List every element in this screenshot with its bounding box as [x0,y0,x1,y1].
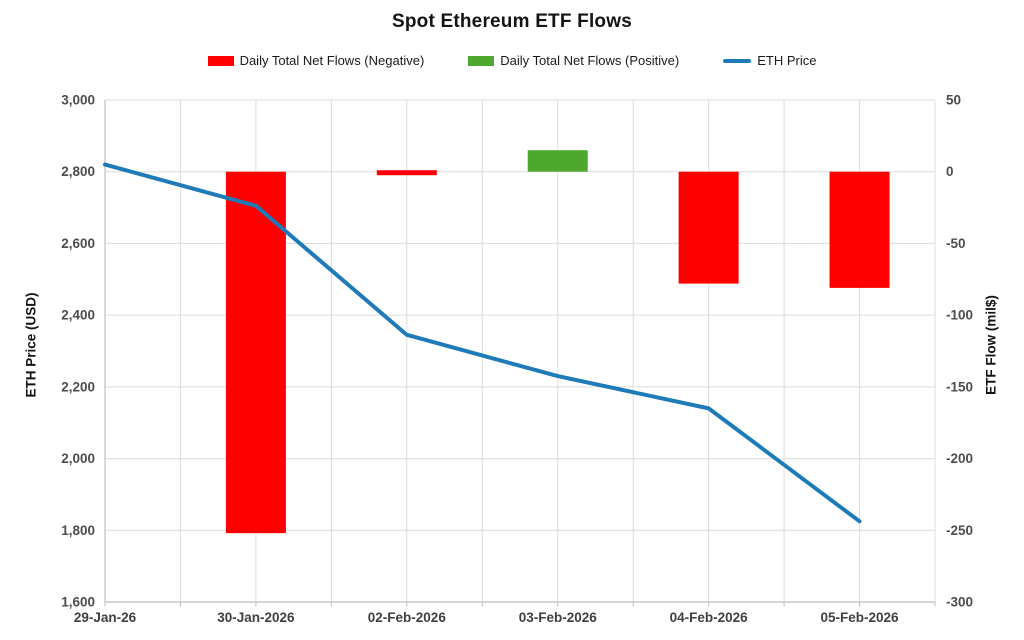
eth-price-line [103,162,862,524]
x-axis-date-label: 04-Feb-2026 [670,610,749,625]
right-axis-tick-label: -200 [946,451,973,466]
chart-title: Spot Ethereum ETF Flows [391,11,632,32]
left-axis-tick-label: 1,600 [61,595,95,610]
bar-03-feb-2026 [527,150,588,172]
x-axis-date-label: 03-Feb-2026 [519,610,598,625]
eth-price-line-swatch-icon [723,58,752,63]
left-axis-tick-label: 2,400 [61,308,95,323]
left-axis-tick-label: 2,800 [61,164,95,179]
left-axis-tick-label: 2,600 [61,236,95,251]
legend-label-positive-flows: Daily Total Net Flows (Positive) [500,53,680,68]
positive-flows-swatch-icon [468,55,495,66]
x-axis-date-label: 30-Jan-2026 [217,610,295,625]
negative-flows-swatch-icon [207,55,234,66]
x-axis-date-label: 05-Feb-2026 [821,610,900,625]
right-axis-tick-label: -150 [946,379,973,394]
left-axis-tick-label: 3,000 [61,93,95,108]
right-axis-tick-label: -250 [946,523,973,538]
right-axis-tick-label: 0 [946,164,954,179]
bar-30-jan-2026 [225,171,286,534]
bar-04-feb-2026 [678,171,739,284]
legend-label-negative-flows: Daily Total Net Flows (Negative) [239,53,425,68]
right-axis-tick-label: -100 [946,308,973,323]
left-axis-tick-label: 1,800 [61,523,95,538]
x-axis-date-label: 02-Feb-2026 [368,610,447,625]
legend-item-positive-flows: Daily Total Net Flows (Positive) [468,53,679,68]
legend: Daily Total Net Flows (Negative) Daily T… [0,53,1024,68]
bar-05-feb-2026 [829,171,890,288]
left-axis-tick-label: 2,000 [61,451,95,466]
right-axis-tick-label: -300 [946,595,973,610]
x-axis-date-label: 29-Jan-26 [74,610,137,625]
right-axis-tick-label: 50 [946,93,961,108]
right-axis-tick-label: -50 [946,236,966,251]
bar-02-feb-2026 [376,170,437,176]
legend-item-negative-flows: Daily Total Net Flows (Negative) [207,53,425,68]
legend-item-eth-price: ETH Price [723,53,816,68]
legend-label-eth-price: ETH Price [757,53,817,68]
left-axis-tick-label: 2,200 [61,379,95,394]
